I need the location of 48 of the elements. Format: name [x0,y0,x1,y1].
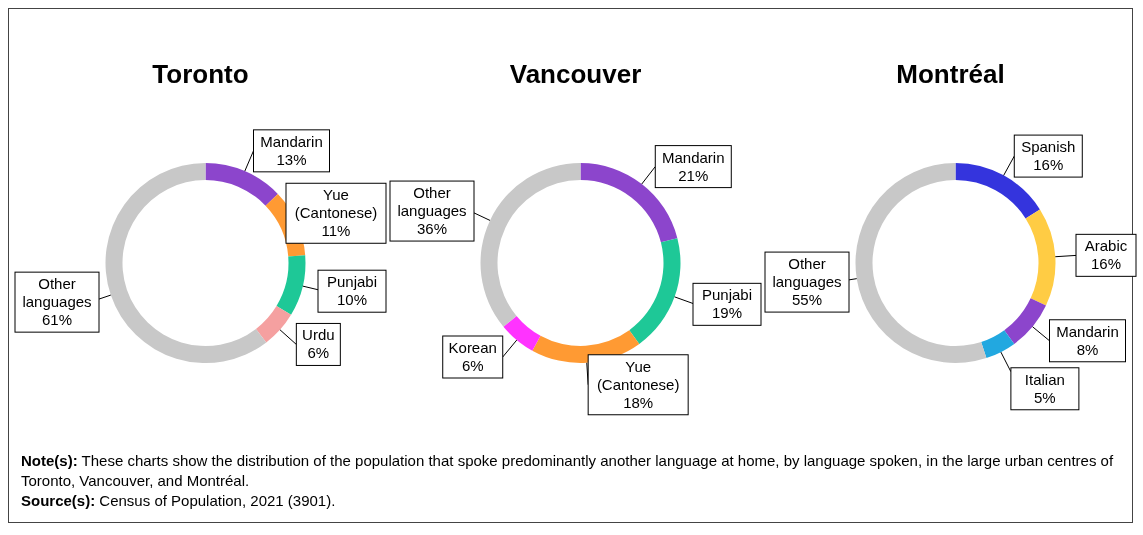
data-label: 36% [416,220,448,238]
data-label: 6% [307,344,330,362]
slice-label: Mandarin [1056,322,1119,340]
slice-label: Yue (Cantonese) [596,357,680,393]
slice-label: Italian [1024,370,1065,388]
data-label: 55% [791,291,823,309]
chart-title: Montréal [895,59,1006,91]
data-label: 11% [321,222,351,240]
data-label: 10% [336,291,368,309]
data-label: 61% [41,311,73,329]
donut-slice [503,315,541,351]
data-label: 16% [1090,255,1122,273]
source-note: Source(s): Census of Population, 2021 (3901). [21,491,337,511]
donut-slice [855,163,987,363]
chart-title: Toronto [151,59,250,91]
chart-title: Vancouver [508,59,643,91]
data-label: 13% [276,150,307,168]
data-label: 16% [1033,156,1064,174]
slice-label: Spanish [1021,138,1076,156]
slice-label: Other languages [397,184,467,220]
slice-label: Mandarin [662,148,725,166]
donut-slice [276,255,306,315]
donut-slice [532,330,640,363]
slice-label: Korean [448,339,497,356]
slice-label: Yue (Cantonese) [294,186,378,222]
slice-label: Other languages [772,255,842,291]
slice-label: Mandarin [260,132,323,150]
slice-label: Arabic [1084,237,1128,255]
donut-slice [105,163,267,363]
donut-slice [629,238,681,344]
donut-slice [580,163,678,243]
donut-slice [480,163,581,327]
slice-label: Punjabi [701,286,753,304]
data-label: 6% [461,357,484,374]
text: Note(s): These charts show the distribution of the population that spoke predominantly another language at home, by language spoken, in the large urban centres of Toronto, Vancouver, and Montréal. [21,451,1115,491]
slice-label: Urdu [302,326,335,344]
donut-slice [981,330,1015,359]
data-label: 21% [678,166,709,184]
data-label: 18% [623,393,654,411]
slice-label: Other languages [22,275,92,311]
donut-slice [1025,209,1056,306]
donut-slice [1004,298,1046,344]
data-label: 8% [1076,340,1099,358]
slice-label: Punjabi [326,273,378,291]
data-label: 5% [1034,388,1056,406]
donut-slice [205,163,278,206]
data-label: 19% [711,304,743,322]
donut-slice [255,305,292,343]
